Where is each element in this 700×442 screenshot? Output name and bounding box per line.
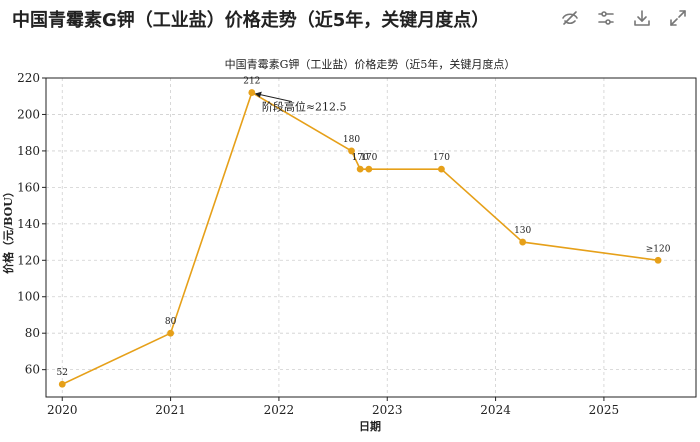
y-tick-label: 100 <box>17 290 40 304</box>
x-tick-label: 2020 <box>47 403 78 417</box>
x-tick-label: 2022 <box>264 403 295 417</box>
annotation-arrowhead <box>254 91 262 98</box>
x-tick-label: 2024 <box>480 403 511 417</box>
x-axis-ticks: 2020 2021 2022 2023 2024 2025 <box>47 397 619 417</box>
y-tick-label: 80 <box>25 326 40 340</box>
data-point <box>348 147 355 155</box>
y-tick-label: 220 <box>17 71 40 85</box>
annotations-layer: 阶段高位≈212.5 <box>254 91 347 114</box>
chart-grid <box>46 77 696 397</box>
data-label: 130 <box>514 226 531 236</box>
data-label: 52 <box>57 368 68 378</box>
data-point <box>654 256 662 264</box>
y-tick-label: 60 <box>25 363 40 377</box>
hide-series-button[interactable] <box>556 6 584 30</box>
x-tick-label: 2023 <box>372 403 403 417</box>
data-label: 212 <box>243 77 260 87</box>
price-line-chart: 中国青霉素G钾（工业盐）价格走势（近5年，关键月度点） 2020 2021 2022… <box>1 57 697 433</box>
annotation-label: 阶段高位≈212.5 <box>262 100 347 114</box>
series-line <box>61 91 659 385</box>
data-point <box>519 238 527 246</box>
expand-icon <box>670 10 686 26</box>
x-tick-label: 2021 <box>155 403 186 417</box>
chart-title: 中国青霉素G钾（工业盐）价格走势（近5年，关键月度点） <box>225 57 516 71</box>
plot-frame <box>45 77 697 398</box>
data-label: 170 <box>360 153 377 163</box>
x-axis-label: 日期 <box>359 419 381 433</box>
data-point <box>167 329 174 337</box>
annotation-arrow <box>255 93 292 103</box>
y-tick-label: 180 <box>17 144 40 158</box>
page-title: 中国青霉素G钾（工业盐）价格走势（近5年，关键月度点） <box>12 10 490 31</box>
data-label: 80 <box>165 317 177 327</box>
data-point <box>58 380 66 388</box>
data-point <box>356 165 364 173</box>
y-axis-label: 价格（元/BOU） <box>1 186 15 274</box>
y-axis-ticks: 60 80 100 120 140 160 180 200 220 <box>17 71 46 377</box>
y-tick-label: 140 <box>17 217 40 231</box>
data-point <box>365 165 373 173</box>
toolbar <box>556 6 692 30</box>
y-tick-label: 120 <box>17 253 40 267</box>
data-label: 170 <box>433 153 450 163</box>
settings-button[interactable] <box>592 6 620 30</box>
y-tick-label: 160 <box>17 180 40 194</box>
download-button[interactable] <box>628 6 656 30</box>
data-label: ≥120 <box>646 244 671 254</box>
expand-button[interactable] <box>664 6 692 30</box>
chart-header: 中国青霉素G钾（工业盐）价格走势（近5年，关键月度点） <box>0 0 700 40</box>
settings-sliders-icon <box>598 11 614 25</box>
y-tick-label: 200 <box>17 107 40 121</box>
data-point <box>438 165 445 173</box>
data-label: 180 <box>343 135 360 145</box>
x-tick-label: 2025 <box>589 403 620 417</box>
data-label: 170 <box>352 153 369 163</box>
download-icon <box>634 10 650 26</box>
hide-series-icon <box>562 11 578 25</box>
data-point <box>248 89 256 96</box>
